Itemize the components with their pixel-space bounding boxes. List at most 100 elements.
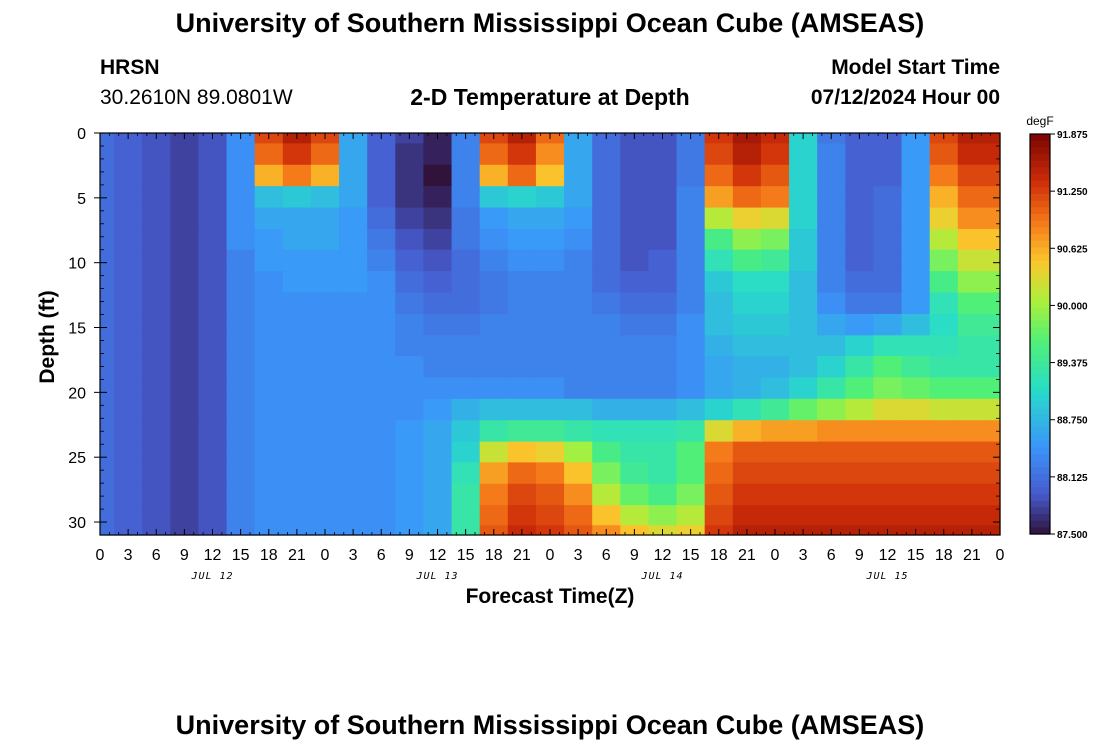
heatmap-cell — [985, 398, 1001, 421]
heatmap-cell — [901, 420, 931, 443]
heatmap-cell — [592, 164, 621, 187]
heatmap-cell — [985, 164, 1001, 187]
heatmap-cell — [929, 292, 959, 315]
heatmap-cell — [282, 249, 312, 272]
heatmap-cell — [114, 398, 143, 421]
heatmap-cell — [592, 398, 621, 421]
colorbar-cell — [1030, 400, 1050, 408]
heatmap-cell — [957, 335, 987, 357]
heatmap-cell — [957, 483, 987, 506]
heatmap-cell — [479, 313, 509, 336]
heatmap-cell — [732, 356, 762, 379]
heatmap-cell — [170, 313, 200, 336]
heatmap-cell — [226, 186, 256, 209]
heatmap-cell — [535, 207, 565, 230]
heatmap-cell — [929, 398, 959, 421]
colorbar-cell — [1030, 427, 1050, 435]
heatmap-cell — [395, 228, 425, 251]
heatmap-cell — [310, 186, 340, 209]
heatmap-cell — [254, 398, 284, 421]
heatmap-cell — [648, 164, 678, 187]
heatmap-cell — [564, 420, 593, 443]
heatmap-cell — [423, 271, 453, 294]
colorbar-cell — [1030, 380, 1050, 388]
heatmap-cell — [620, 398, 650, 421]
x-tick-label: 15 — [232, 547, 250, 564]
heatmap-cell — [507, 441, 537, 463]
heatmap-cell — [282, 441, 312, 463]
heatmap-cell — [100, 398, 115, 421]
heatmap-cell — [451, 228, 481, 251]
heatmap-cell — [142, 186, 171, 209]
heatmap-cell — [817, 313, 846, 336]
heatmap-cell — [873, 505, 903, 526]
heatmap-cell — [310, 462, 340, 485]
x-tick-label: 0 — [96, 547, 105, 564]
heatmap-cell — [282, 186, 312, 209]
heatmap-cell — [282, 292, 312, 315]
heatmap-cell — [564, 207, 593, 230]
heatmap-cell — [817, 292, 846, 315]
heatmap-cell — [985, 420, 1001, 443]
colorbar-cell — [1030, 320, 1050, 328]
heatmap-cell — [310, 313, 340, 336]
heatmap-cell — [535, 164, 565, 187]
x-tick-label: 3 — [574, 547, 583, 564]
heatmap-cell — [789, 207, 818, 230]
heatmap-cell — [845, 249, 875, 272]
heatmap-cell — [479, 186, 509, 209]
heatmap-cell — [620, 292, 650, 315]
heatmap-cell — [395, 186, 425, 209]
heatmap-cell — [760, 462, 790, 485]
heatmap-cell — [451, 207, 481, 230]
heatmap-cell — [929, 420, 959, 443]
heatmap-cell — [760, 164, 790, 187]
heatmap-cell — [507, 483, 537, 506]
heatmap-cell — [507, 420, 537, 443]
heatmap-cell — [282, 271, 312, 294]
heatmap-cell — [564, 377, 593, 400]
heatmap-cell — [592, 420, 621, 443]
colorbar-cell — [1030, 147, 1050, 155]
heatmap-cell — [592, 228, 621, 251]
heatmap-cell — [760, 186, 790, 209]
heatmap-cell — [310, 143, 340, 166]
heatmap-cell — [423, 249, 453, 272]
heatmap-cell — [620, 164, 650, 187]
colorbar-cell — [1030, 334, 1050, 342]
heatmap-cell — [620, 313, 650, 336]
heatmap-cell — [226, 420, 256, 443]
colorbar-cell — [1030, 340, 1050, 348]
heatmap-cell — [732, 313, 762, 336]
heatmap-cell — [789, 398, 818, 421]
heatmap-cell — [957, 143, 987, 166]
heatmap-cell — [592, 292, 621, 315]
heatmap-cell — [732, 377, 762, 400]
heatmap-cell — [845, 441, 875, 463]
heatmap-cell — [198, 271, 228, 294]
heatmap-cell — [423, 505, 453, 526]
plot-title: 2-D Temperature at Depth — [410, 84, 690, 110]
heatmap-cell — [732, 271, 762, 294]
heatmap-cell — [564, 335, 593, 357]
heatmap-cell — [367, 143, 396, 166]
heatmap-cell — [100, 441, 115, 463]
heatmap-cell — [367, 186, 396, 209]
heatmap-cell — [339, 505, 368, 526]
heatmap-cell — [789, 271, 818, 294]
heatmap-cell — [367, 420, 396, 443]
heatmap-cell — [100, 186, 115, 209]
heatmap-cell — [760, 398, 790, 421]
heatmap-cell — [564, 292, 593, 315]
heatmap-cell — [873, 271, 903, 294]
heatmap-cell — [479, 249, 509, 272]
heatmap-cell — [170, 441, 200, 463]
heatmap-cell — [704, 313, 734, 336]
heatmap-cell — [479, 441, 509, 463]
heatmap-cell — [873, 398, 903, 421]
date-label: JUL 15 — [865, 571, 908, 582]
heatmap-cell — [282, 313, 312, 336]
heatmap-cell — [339, 483, 368, 506]
heatmap-cell — [367, 356, 396, 379]
heatmap-cell — [929, 207, 959, 230]
